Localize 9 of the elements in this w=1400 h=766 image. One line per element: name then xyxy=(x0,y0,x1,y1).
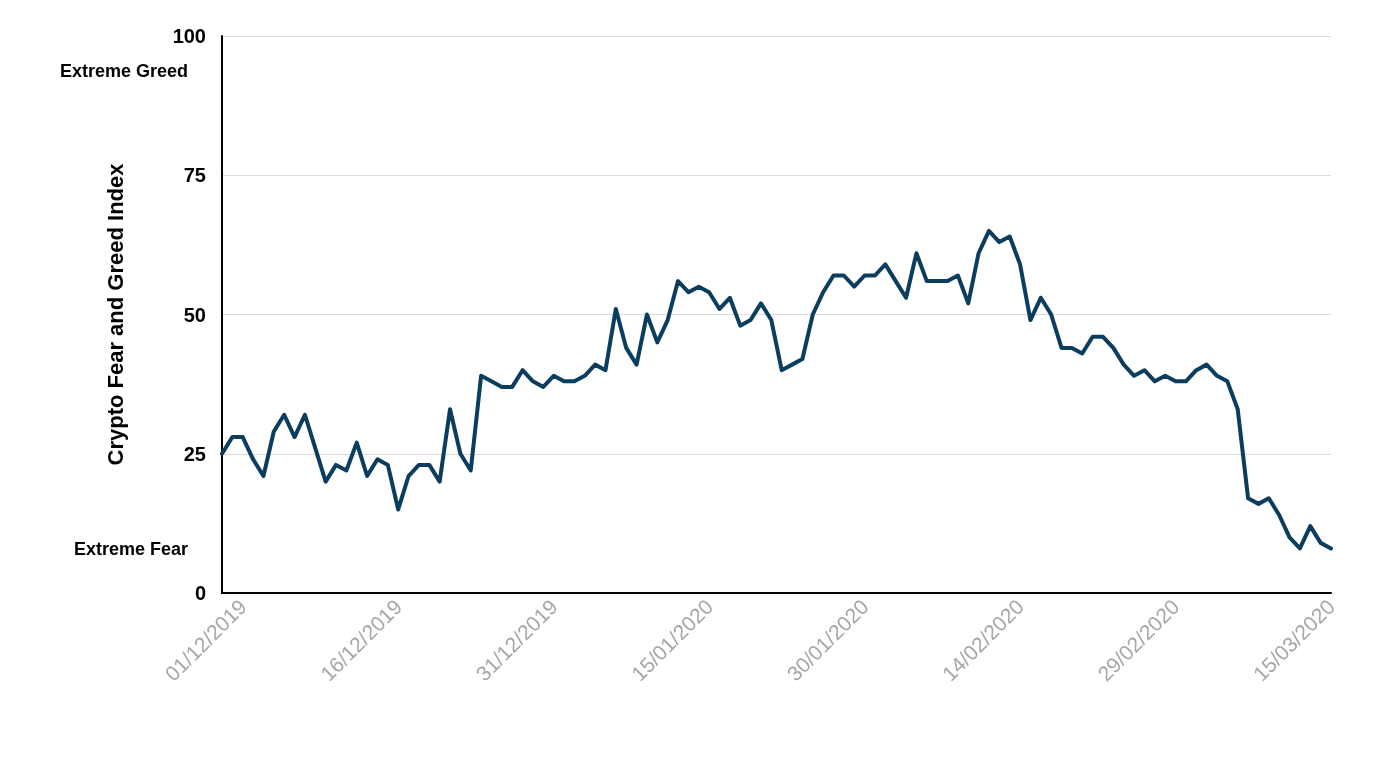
y-tick-label: 0 xyxy=(194,582,206,604)
text: Extreme Greed xyxy=(59,61,188,81)
y-tick-label: 100 xyxy=(172,25,206,47)
y-axis-title: Crypto Fear and Greed Index xyxy=(102,162,128,466)
line-series xyxy=(220,228,1333,551)
text: Extreme Fear xyxy=(73,539,188,559)
y-tick-label: 25 xyxy=(183,442,206,465)
y-tick-label: 50 xyxy=(183,303,206,326)
y-tick-label: 75 xyxy=(183,164,206,187)
